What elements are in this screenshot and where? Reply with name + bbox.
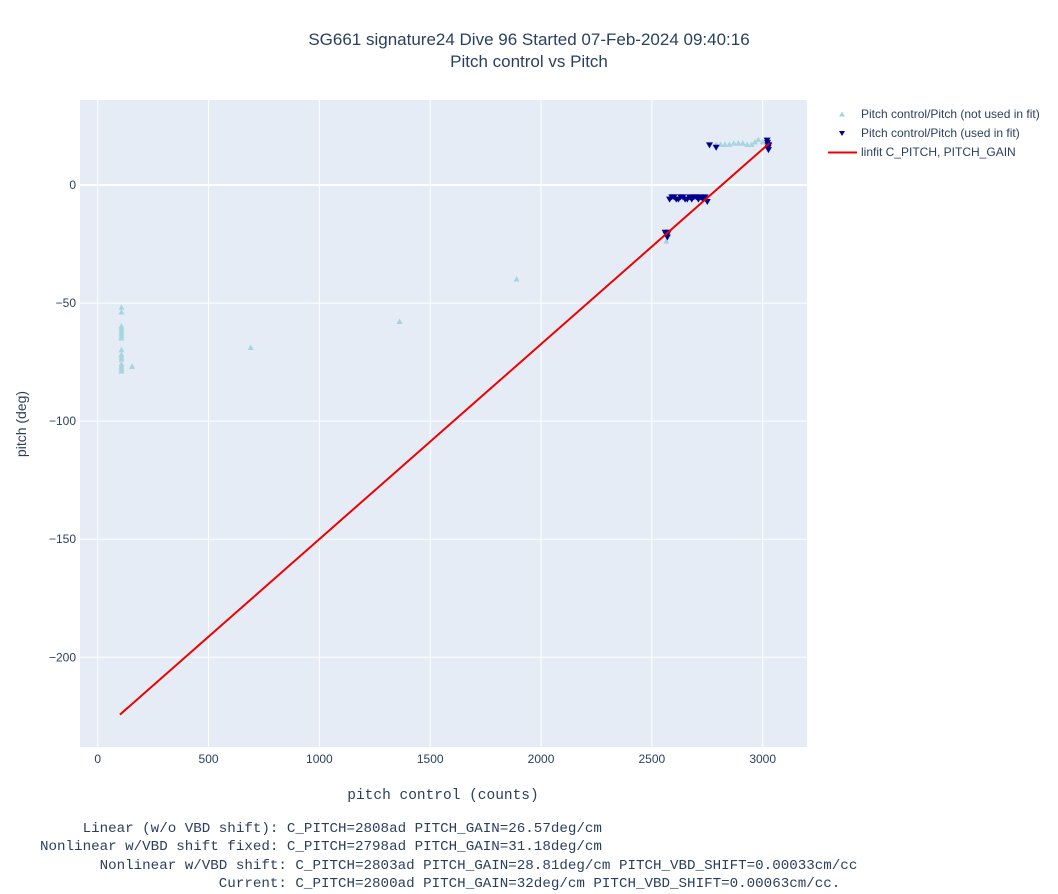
point-not-used-in-fit (721, 141, 728, 147)
note-line: Current: C_PITCH=2800ad PITCH_GAIN=32deg… (40, 876, 841, 892)
triangle-up-icon (839, 111, 845, 117)
point-not-used-in-fit (118, 309, 125, 315)
legend: Pitch control/Pitch (not used in fit) Pi… (825, 105, 1040, 162)
point-not-used-in-fit (748, 141, 755, 147)
point-not-used-in-fit (118, 356, 125, 362)
point-not-used-in-fit (755, 136, 762, 143)
legend-label: Pitch control/Pitch (used in fit) (861, 126, 1020, 140)
chart-title: SG661 signature24 Dive 96 Started 07-Feb… (308, 30, 750, 49)
legend-label: linfit C_PITCH, PITCH_GAIN (861, 145, 1016, 159)
point-not-used-in-fit (118, 334, 125, 341)
legend-label: Pitch control/Pitch (not used in fit) (861, 107, 1040, 121)
x-tick-label: 1000 (306, 752, 333, 766)
point-not-used-in-fit (663, 238, 670, 244)
x-tick-label: 3000 (749, 752, 776, 766)
point-not-used-in-fit (118, 304, 125, 310)
x-axis-label: pitch control (counts) (347, 788, 538, 804)
note-line: Nonlinear w/VBD shift fixed: C_PITCH=279… (40, 839, 602, 855)
y-tick-label: −50 (56, 296, 77, 310)
point-used-in-fit (701, 194, 709, 201)
point-used-in-fit (705, 142, 713, 149)
triangle-down-icon (839, 131, 845, 136)
point-used-in-fit (663, 234, 671, 241)
y-axis-ticks: 0 −50 −100 −150 −200 (49, 178, 76, 664)
y-tick-label: −200 (49, 650, 76, 664)
fit-line (119, 142, 770, 716)
chart-subtitle: Pitch control vs Pitch (450, 52, 608, 71)
point-not-used-in-fit (118, 346, 125, 353)
point-used-in-fit (712, 144, 720, 151)
point-not-used-in-fit (744, 141, 751, 147)
legend-item-not-used[interactable]: Pitch control/Pitch (not used in fit) (825, 105, 1040, 124)
point-not-used-in-fit (735, 140, 742, 146)
x-axis-ticks: 0 500 1000 1500 2000 2500 3000 (94, 752, 776, 766)
point-not-used-in-fit (129, 363, 136, 369)
x-tick-label: 1500 (417, 752, 444, 766)
y-tick-label: 0 (69, 178, 76, 192)
point-not-used-in-fit (396, 318, 403, 324)
plot-area (80, 100, 807, 747)
note-line: Linear (w/o VBD shift): C_PITCH=2808ad P… (40, 821, 602, 837)
point-not-used-in-fit (751, 139, 758, 145)
y-axis-label: pitch (deg) (13, 391, 29, 457)
point-not-used-in-fit (247, 344, 254, 350)
note-line: Nonlinear w/VBD shift: C_PITCH=2803ad PI… (40, 858, 858, 874)
series-layer (118, 136, 773, 716)
point-not-used-in-fit (730, 140, 737, 146)
grid (80, 100, 807, 747)
point-not-used-in-fit (739, 140, 746, 146)
legend-item-linfit[interactable]: linfit C_PITCH, PITCH_GAIN (825, 143, 1040, 162)
x-tick-label: 0 (94, 752, 101, 766)
y-tick-label: −100 (49, 414, 76, 428)
y-tick-label: −150 (49, 532, 76, 546)
x-tick-label: 2000 (528, 752, 555, 766)
legend-item-used[interactable]: Pitch control/Pitch (used in fit) (825, 124, 1040, 143)
point-not-used-in-fit (726, 141, 733, 147)
point-used-in-fit (764, 147, 772, 154)
point-not-used-in-fit (118, 368, 125, 374)
x-tick-label: 2500 (638, 752, 665, 766)
point-not-used-in-fit (513, 275, 520, 282)
x-tick-label: 500 (199, 752, 219, 766)
line-icon (828, 151, 857, 154)
